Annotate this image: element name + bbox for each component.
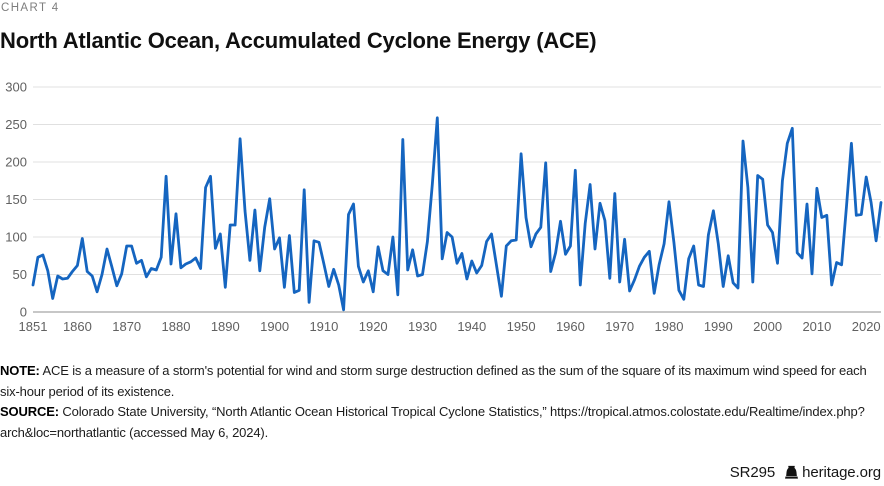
chart-title: North Atlantic Ocean, Accumulated Cyclon… [0, 28, 597, 53]
note-label: NOTE: [0, 363, 40, 378]
x-tick-label: 1930 [408, 319, 437, 334]
y-tick-label: 50 [13, 267, 27, 282]
note-line: six-hour period of its existence. [0, 382, 884, 403]
x-tick-label: 1960 [556, 319, 585, 334]
x-tick-label: 1920 [359, 319, 388, 334]
y-tick-label: 300 [5, 80, 27, 95]
ace-chart-svg: 0 50 100 150 200 250 300 1851 1860 1870 1880 1890 19… [5, 80, 883, 334]
x-tick-label: 1980 [655, 319, 684, 334]
note-text-1: ACE is a measure of a storm's potential … [42, 363, 867, 378]
chart-notes: NOTE: ACE is a measure of a storm's pote… [0, 361, 884, 443]
source-line: SOURCE: Colorado State University, “Nort… [0, 402, 884, 423]
x-tick-label: 2020 [852, 319, 881, 334]
y-tick-label: 100 [5, 230, 27, 245]
x-tick-label: 2000 [753, 319, 782, 334]
y-tick-label: 250 [5, 117, 27, 132]
report-footer: SR295 heritage.org [730, 464, 881, 481]
y-tick-label: 0 [20, 305, 27, 320]
note-text-2: six-hour period of its existence. [0, 383, 175, 399]
x-tick-label: 1940 [457, 319, 486, 334]
note-line: NOTE: ACE is a measure of a storm's pote… [0, 361, 884, 382]
y-tick-label: 200 [5, 155, 27, 170]
source-text-2: arch&loc=northatlantic (accessed May 6, … [0, 424, 269, 440]
report-id: SR295 [729, 464, 776, 481]
x-tick-label: 1851 [19, 319, 48, 334]
x-tick-label: 1870 [112, 319, 141, 334]
liberty-bell-icon [785, 465, 799, 479]
x-tick-label: 1900 [260, 319, 289, 334]
x-tick-label: 2010 [802, 319, 831, 334]
source-text-1: Colorado State University, “North Atlant… [62, 404, 865, 419]
x-tick-label: 1880 [162, 319, 191, 334]
ace-data-line [31, 116, 883, 312]
x-tick-label: 1970 [605, 319, 634, 334]
footer-site: heritage.org [802, 464, 881, 481]
source-line: arch&loc=northatlantic (accessed May 6, … [0, 423, 884, 444]
x-tick-label: 1910 [309, 319, 338, 334]
chart-kicker: CHART 4 [1, 2, 60, 14]
ace-line-chart: 0 50 100 150 200 250 300 1851 1860 1870 1880 1890 19… [0, 78, 884, 348]
x-tick-label: 1860 [63, 319, 92, 334]
x-tick-label: 1890 [211, 319, 240, 334]
x-tick-label: 1990 [704, 319, 733, 334]
y-tick-label: 150 [5, 192, 27, 207]
source-label: SOURCE: [0, 404, 59, 419]
x-tick-label: 1950 [507, 319, 536, 334]
